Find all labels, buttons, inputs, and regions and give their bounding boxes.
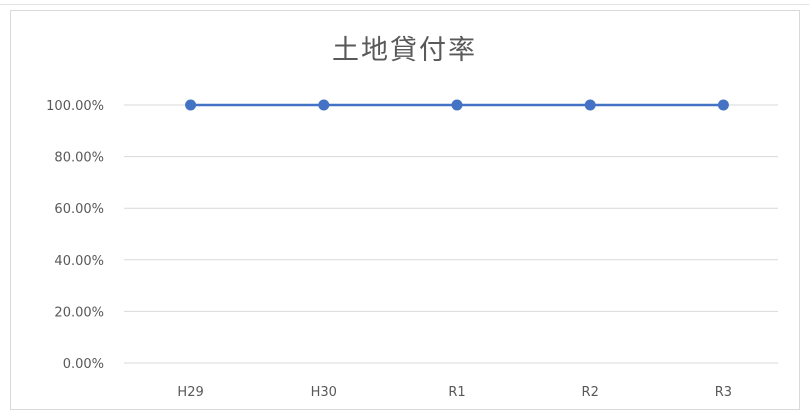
x-tick-label: H29 xyxy=(177,385,203,400)
y-tick-label: 100.00% xyxy=(46,99,104,114)
y-tick-label: 80.00% xyxy=(54,151,104,166)
x-tick-label: R3 xyxy=(715,385,732,400)
data-point xyxy=(185,99,197,111)
gridlines xyxy=(124,104,778,364)
x-tick-label: R1 xyxy=(448,385,465,400)
y-tick-label: 60.00% xyxy=(54,202,104,217)
chart-area xyxy=(10,10,800,410)
data-point xyxy=(318,99,330,111)
series-group xyxy=(185,99,729,111)
data-point xyxy=(717,99,729,111)
x-axis-labels: H29 H30 R1 R2 R3 xyxy=(177,385,732,400)
y-tick-label: 40.00% xyxy=(54,254,104,269)
chart-title: 土地貸付率 xyxy=(332,35,477,66)
y-tick-label: 20.00% xyxy=(54,305,104,320)
y-tick-label: 0.00% xyxy=(63,357,104,372)
y-axis-labels: 0.00% 20.00% 40.00% 60.00% 80.00% 100.00% xyxy=(46,99,104,372)
data-point xyxy=(451,99,463,111)
x-tick-label: H30 xyxy=(311,385,337,400)
data-point xyxy=(584,99,596,111)
top-strip xyxy=(0,0,809,5)
x-tick-label: R2 xyxy=(582,385,599,400)
